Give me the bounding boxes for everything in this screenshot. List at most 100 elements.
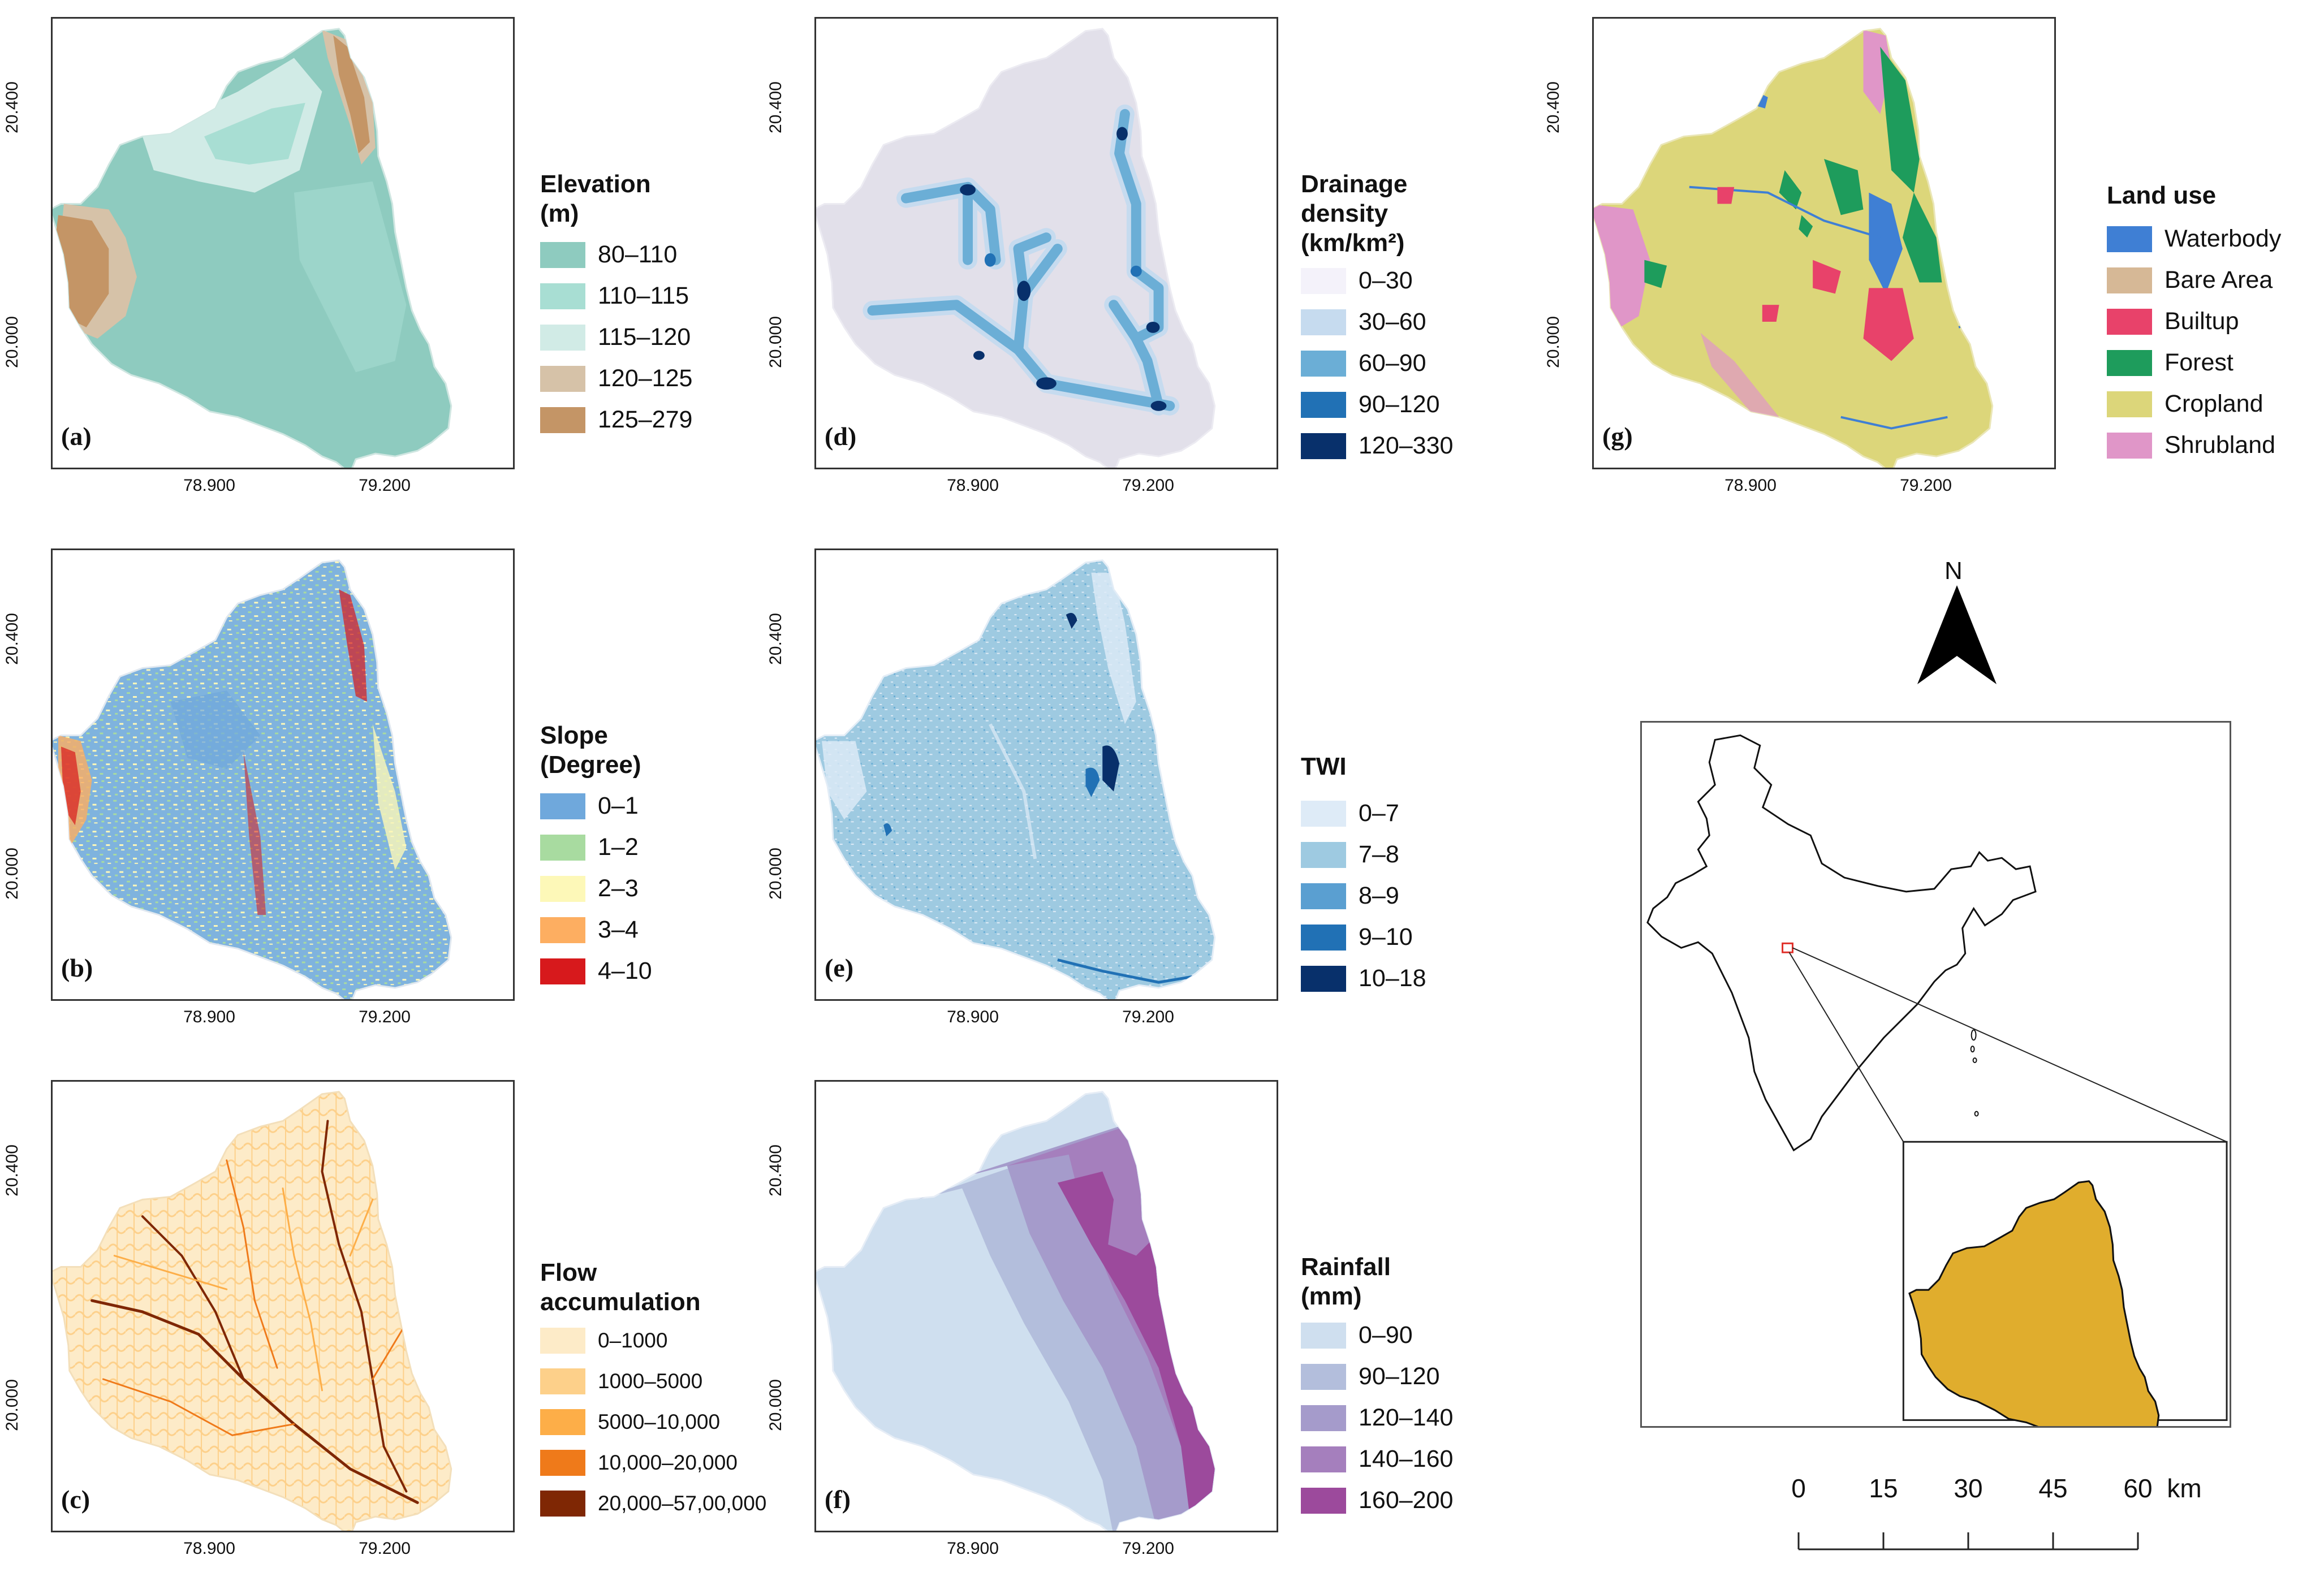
map-frame-drainage (814, 17, 1278, 469)
legend-item: 0–1 (540, 785, 652, 827)
legend-swatch (540, 1328, 585, 1354)
drainage-density-map (816, 28, 1216, 468)
panel-label: (b) (61, 953, 93, 982)
x-tick-label: 78.900 (947, 476, 999, 495)
x-tick-label: 79.200 (1122, 476, 1174, 495)
legend-label: 90–120 (1359, 1363, 1440, 1390)
legend-item: Shrubland (2107, 425, 2281, 466)
legend-item: 10,000–20,000 (540, 1442, 766, 1483)
panel-label: (a) (61, 422, 92, 451)
legend-item: 90–120 (1301, 384, 1453, 425)
elevation-map (53, 28, 452, 468)
legend-title: (mm) (1301, 1282, 1362, 1310)
panel-flow-accumulation: (c) 78.900 79.200 20.400 20.000 (0, 1063, 515, 1563)
panel-drainage-density: (d) 78.900 79.200 20.400 20.000 (764, 0, 1278, 500)
legend-label: 80–110 (598, 241, 678, 268)
legend-swatch (540, 241, 585, 268)
legend-swatch (1301, 883, 1346, 909)
legend-label: 7–8 (1359, 841, 1399, 868)
map-frame-flow (51, 1080, 515, 1532)
panel-rainfall: (f) 78.900 79.200 20.400 20.000 (764, 1063, 1278, 1563)
india-location-map (1646, 734, 2228, 1426)
legend-label: 10–18 (1359, 965, 1426, 992)
y-tick-label: 20.400 (766, 613, 785, 665)
legend-title: accumulation (540, 1288, 701, 1316)
legend-slope: Slope (Degree) 0–1 1–2 2–3 3–4 4–10 (540, 721, 652, 992)
legend-item: Cropland (2107, 383, 2281, 425)
legend-item: 90–120 (1301, 1356, 1453, 1397)
y-tick-label: 20.000 (766, 1379, 785, 1431)
legend-swatch (540, 283, 585, 309)
y-tick-label: 20.400 (3, 613, 21, 665)
legend-item: 80–110 (540, 234, 692, 275)
legend-swatch (540, 875, 585, 902)
legend-swatch (540, 1368, 585, 1394)
legend-item: 4–10 (540, 951, 652, 992)
scale-label: 15 (1869, 1474, 1898, 1503)
x-tick-label: 79.200 (359, 1539, 411, 1558)
legend-label: 125–279 (598, 406, 693, 433)
legend-item: Builtup (2107, 301, 2281, 342)
legend-label: 120–140 (1359, 1404, 1454, 1431)
slope-map (53, 559, 452, 999)
legend-swatch (1301, 309, 1346, 335)
x-tick-label: 78.900 (183, 1539, 235, 1558)
legend-label: 115–120 (598, 323, 691, 351)
legend-flow-accumulation: Flow accumulation 0–1000 1000–5000 5000–… (540, 1258, 766, 1524)
legend-item: 1–2 (540, 827, 652, 868)
legend-label: 120–125 (598, 365, 693, 392)
legend-swatch (1301, 1487, 1346, 1514)
panel-label: (f) (825, 1485, 851, 1514)
x-tick-label: 79.200 (359, 476, 411, 495)
legend-label: 10,000–20,000 (598, 1451, 738, 1474)
legend-swatch (1301, 1405, 1346, 1431)
legend-item: 2–3 (540, 868, 652, 909)
legend-title: Elevation (540, 170, 651, 198)
y-tick-label: 20.000 (766, 316, 785, 368)
panel-label: (g) (1602, 422, 1633, 451)
legend-label: 0–7 (1359, 800, 1399, 827)
y-tick-label: 20.000 (3, 1379, 21, 1431)
x-tick-label: 79.200 (1122, 1008, 1174, 1026)
scale-label: 0 (1791, 1474, 1806, 1503)
legend-label: 1–2 (598, 833, 639, 861)
legend-swatch (540, 917, 585, 943)
legend-label: 120–330 (1359, 432, 1454, 459)
panel-twi: (e) 78.900 79.200 20.400 20.000 (764, 532, 1278, 1032)
location-map-inset (1640, 721, 2231, 1428)
legend-item: 30–60 (1301, 301, 1453, 343)
legend-swatch (1301, 1446, 1346, 1472)
legend-title: (m) (540, 200, 579, 227)
legend-title: Rainfall (1301, 1253, 1391, 1281)
map-frame-land-use (1592, 17, 2056, 469)
legend-item: 160–200 (1301, 1480, 1453, 1521)
legend-label: Cropland (2165, 390, 2263, 417)
panel-elevation: (a) 78.900 79.200 20.400 20.000 (0, 0, 515, 500)
legend-label: 30–60 (1359, 308, 1426, 335)
legend-label: 160–200 (1359, 1487, 1454, 1514)
legend-item: Forest (2107, 342, 2281, 383)
legend-item: 120–125 (540, 358, 692, 399)
flow-accumulation-map (53, 1091, 452, 1531)
legend-swatch (1301, 1322, 1346, 1349)
legend-item: 120–330 (1301, 425, 1453, 466)
x-tick-label: 78.900 (947, 1008, 999, 1026)
y-tick-label: 20.400 (766, 1144, 785, 1196)
legend-label: 5000–10,000 (598, 1410, 721, 1433)
legend-swatch (1301, 924, 1346, 951)
legend-swatch (1301, 350, 1346, 377)
legend-label: 0–30 (1359, 267, 1413, 294)
legend-swatch (1301, 800, 1346, 827)
legend-swatch (540, 324, 585, 351)
panel-label: (d) (825, 422, 857, 451)
india-outline (1646, 734, 2037, 1152)
legend-title: TWI (1301, 753, 1347, 780)
legend-title: density (1301, 200, 1389, 227)
legend-label: Waterbody (2165, 225, 2282, 252)
legend-item: 125–279 (540, 399, 692, 440)
x-tick-label: 78.900 (183, 1008, 235, 1026)
x-tick-label: 79.200 (1122, 1539, 1174, 1558)
legend-label: 20,000–57,00,000 (598, 1492, 767, 1515)
x-tick-label: 78.900 (947, 1539, 999, 1558)
legend-label: 4–10 (598, 957, 652, 984)
